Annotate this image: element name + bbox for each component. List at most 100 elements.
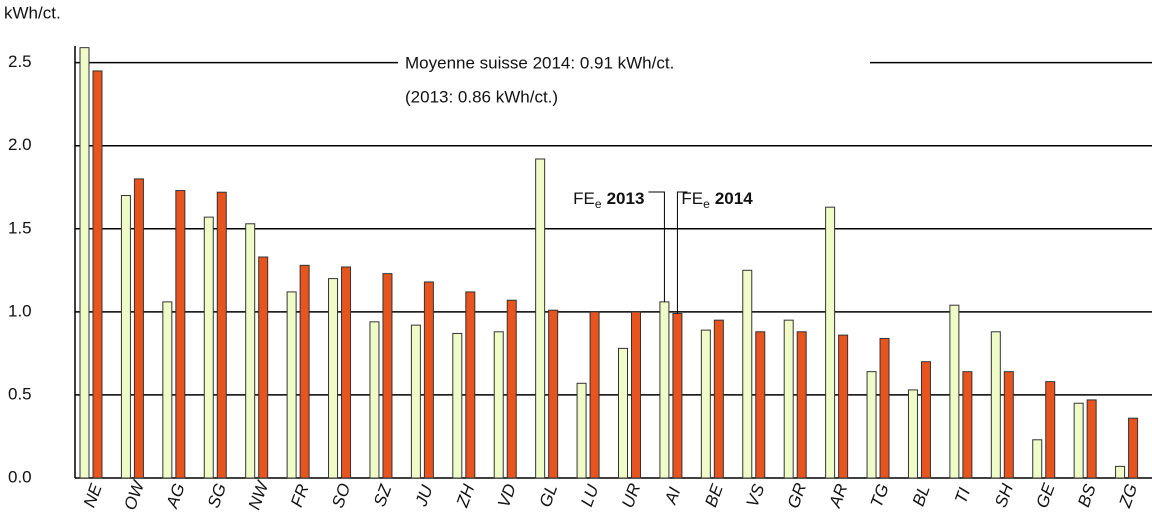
bar bbox=[631, 311, 641, 479]
bar bbox=[535, 158, 546, 479]
legend-year: 2013 bbox=[607, 189, 645, 208]
x-tick-label: SZ bbox=[370, 482, 395, 509]
x-tick-label: SH bbox=[991, 481, 1017, 510]
x-tick-label: BE bbox=[701, 481, 727, 509]
y-tick-label: 1.5 bbox=[8, 218, 32, 237]
x-tick-label: BS bbox=[1074, 481, 1100, 509]
x-tick-label: ZG bbox=[1115, 481, 1141, 511]
bar bbox=[328, 278, 339, 479]
x-tick-label: SO bbox=[328, 481, 354, 511]
bar bbox=[576, 382, 587, 479]
bar bbox=[506, 299, 517, 479]
bar bbox=[423, 281, 434, 479]
bar bbox=[990, 331, 1001, 479]
x-tick-label: GE bbox=[1032, 480, 1058, 510]
x-tick-label: TG bbox=[867, 481, 893, 510]
x-tick-label: VD bbox=[494, 481, 520, 510]
x-tick-label: AG bbox=[162, 481, 189, 512]
bar bbox=[879, 337, 890, 479]
x-tick-label: JU bbox=[411, 482, 437, 510]
bar bbox=[1032, 439, 1043, 479]
bar bbox=[258, 256, 269, 479]
bar bbox=[1086, 399, 1097, 479]
x-tick-label: BL bbox=[909, 483, 934, 509]
bar bbox=[382, 273, 393, 479]
legend-label: FEe 2013 bbox=[573, 189, 644, 211]
bar bbox=[1128, 417, 1139, 479]
annotation-bg bbox=[398, 50, 870, 74]
x-tick-label: GL bbox=[536, 482, 562, 510]
bar bbox=[1003, 371, 1014, 479]
bar bbox=[92, 70, 103, 479]
x-tick-label: VS bbox=[743, 481, 769, 509]
bar bbox=[618, 347, 628, 479]
bar bbox=[907, 389, 918, 479]
x-tick-label: FR bbox=[287, 482, 313, 510]
leader-line bbox=[676, 191, 688, 314]
bar bbox=[700, 329, 711, 479]
legend-prefix: FE bbox=[681, 189, 703, 208]
bar bbox=[369, 321, 380, 479]
bar bbox=[783, 319, 794, 479]
x-tick-label: AR bbox=[825, 481, 851, 511]
bar bbox=[589, 311, 600, 479]
annotation: (2013: 0.86 kWh/ct.) bbox=[405, 87, 558, 106]
bar bbox=[79, 47, 90, 479]
y-tick-label: 0.0 bbox=[8, 467, 32, 486]
bar bbox=[1073, 402, 1084, 479]
x-tick-label: ZH bbox=[452, 481, 478, 510]
x-tick-label: NW bbox=[245, 477, 273, 512]
bar bbox=[866, 371, 877, 479]
x-tick-label: LU bbox=[577, 482, 603, 510]
bar bbox=[341, 266, 352, 479]
legend-prefix: FE bbox=[573, 189, 595, 208]
x-tick-label: UR bbox=[618, 481, 644, 511]
x-tick-label: OW bbox=[120, 477, 149, 513]
y-axis-label: kWh/ct. bbox=[4, 3, 61, 22]
bar bbox=[245, 223, 256, 479]
legend-subscript: e bbox=[703, 197, 710, 211]
bar bbox=[796, 331, 807, 479]
bar bbox=[493, 331, 504, 479]
legend-year: 2014 bbox=[715, 189, 753, 208]
legend-label: FEe 2014 bbox=[681, 189, 753, 211]
bar bbox=[713, 319, 724, 479]
x-tick-label: AI bbox=[661, 485, 685, 508]
bar bbox=[548, 309, 559, 479]
x-tick-label: NE bbox=[80, 481, 106, 510]
bar bbox=[452, 332, 463, 479]
bar bbox=[162, 301, 173, 479]
bar bbox=[755, 331, 766, 479]
bar bbox=[216, 191, 227, 479]
y-tick-label: 0.5 bbox=[8, 384, 32, 403]
bar bbox=[120, 195, 131, 479]
bar bbox=[962, 371, 973, 479]
bar bbox=[133, 178, 144, 479]
y-tick-label: 2.5 bbox=[8, 52, 32, 71]
bar bbox=[659, 301, 670, 479]
bar bbox=[299, 264, 310, 479]
y-tick-label: 1.0 bbox=[8, 301, 32, 320]
y-tick-label: 2.0 bbox=[8, 135, 32, 154]
x-tick-label: GR bbox=[784, 480, 811, 510]
x-tick-label: TI bbox=[951, 485, 974, 506]
bar bbox=[949, 304, 960, 479]
annotation: Moyenne suisse 2014: 0.91 kWh/ct. bbox=[405, 53, 674, 72]
bar bbox=[742, 269, 753, 479]
legend-subscript: e bbox=[595, 197, 602, 211]
bar bbox=[920, 361, 931, 479]
bar bbox=[203, 216, 214, 479]
bar bbox=[410, 324, 421, 479]
leader-line bbox=[648, 191, 665, 302]
bar bbox=[1045, 381, 1056, 479]
x-tick-label: SG bbox=[204, 481, 230, 511]
bar bbox=[286, 291, 297, 479]
bar bbox=[672, 313, 683, 479]
bar bbox=[1115, 465, 1126, 479]
bar bbox=[825, 206, 836, 479]
bar bbox=[838, 334, 849, 479]
bar bbox=[175, 190, 186, 479]
bar bbox=[465, 291, 476, 479]
